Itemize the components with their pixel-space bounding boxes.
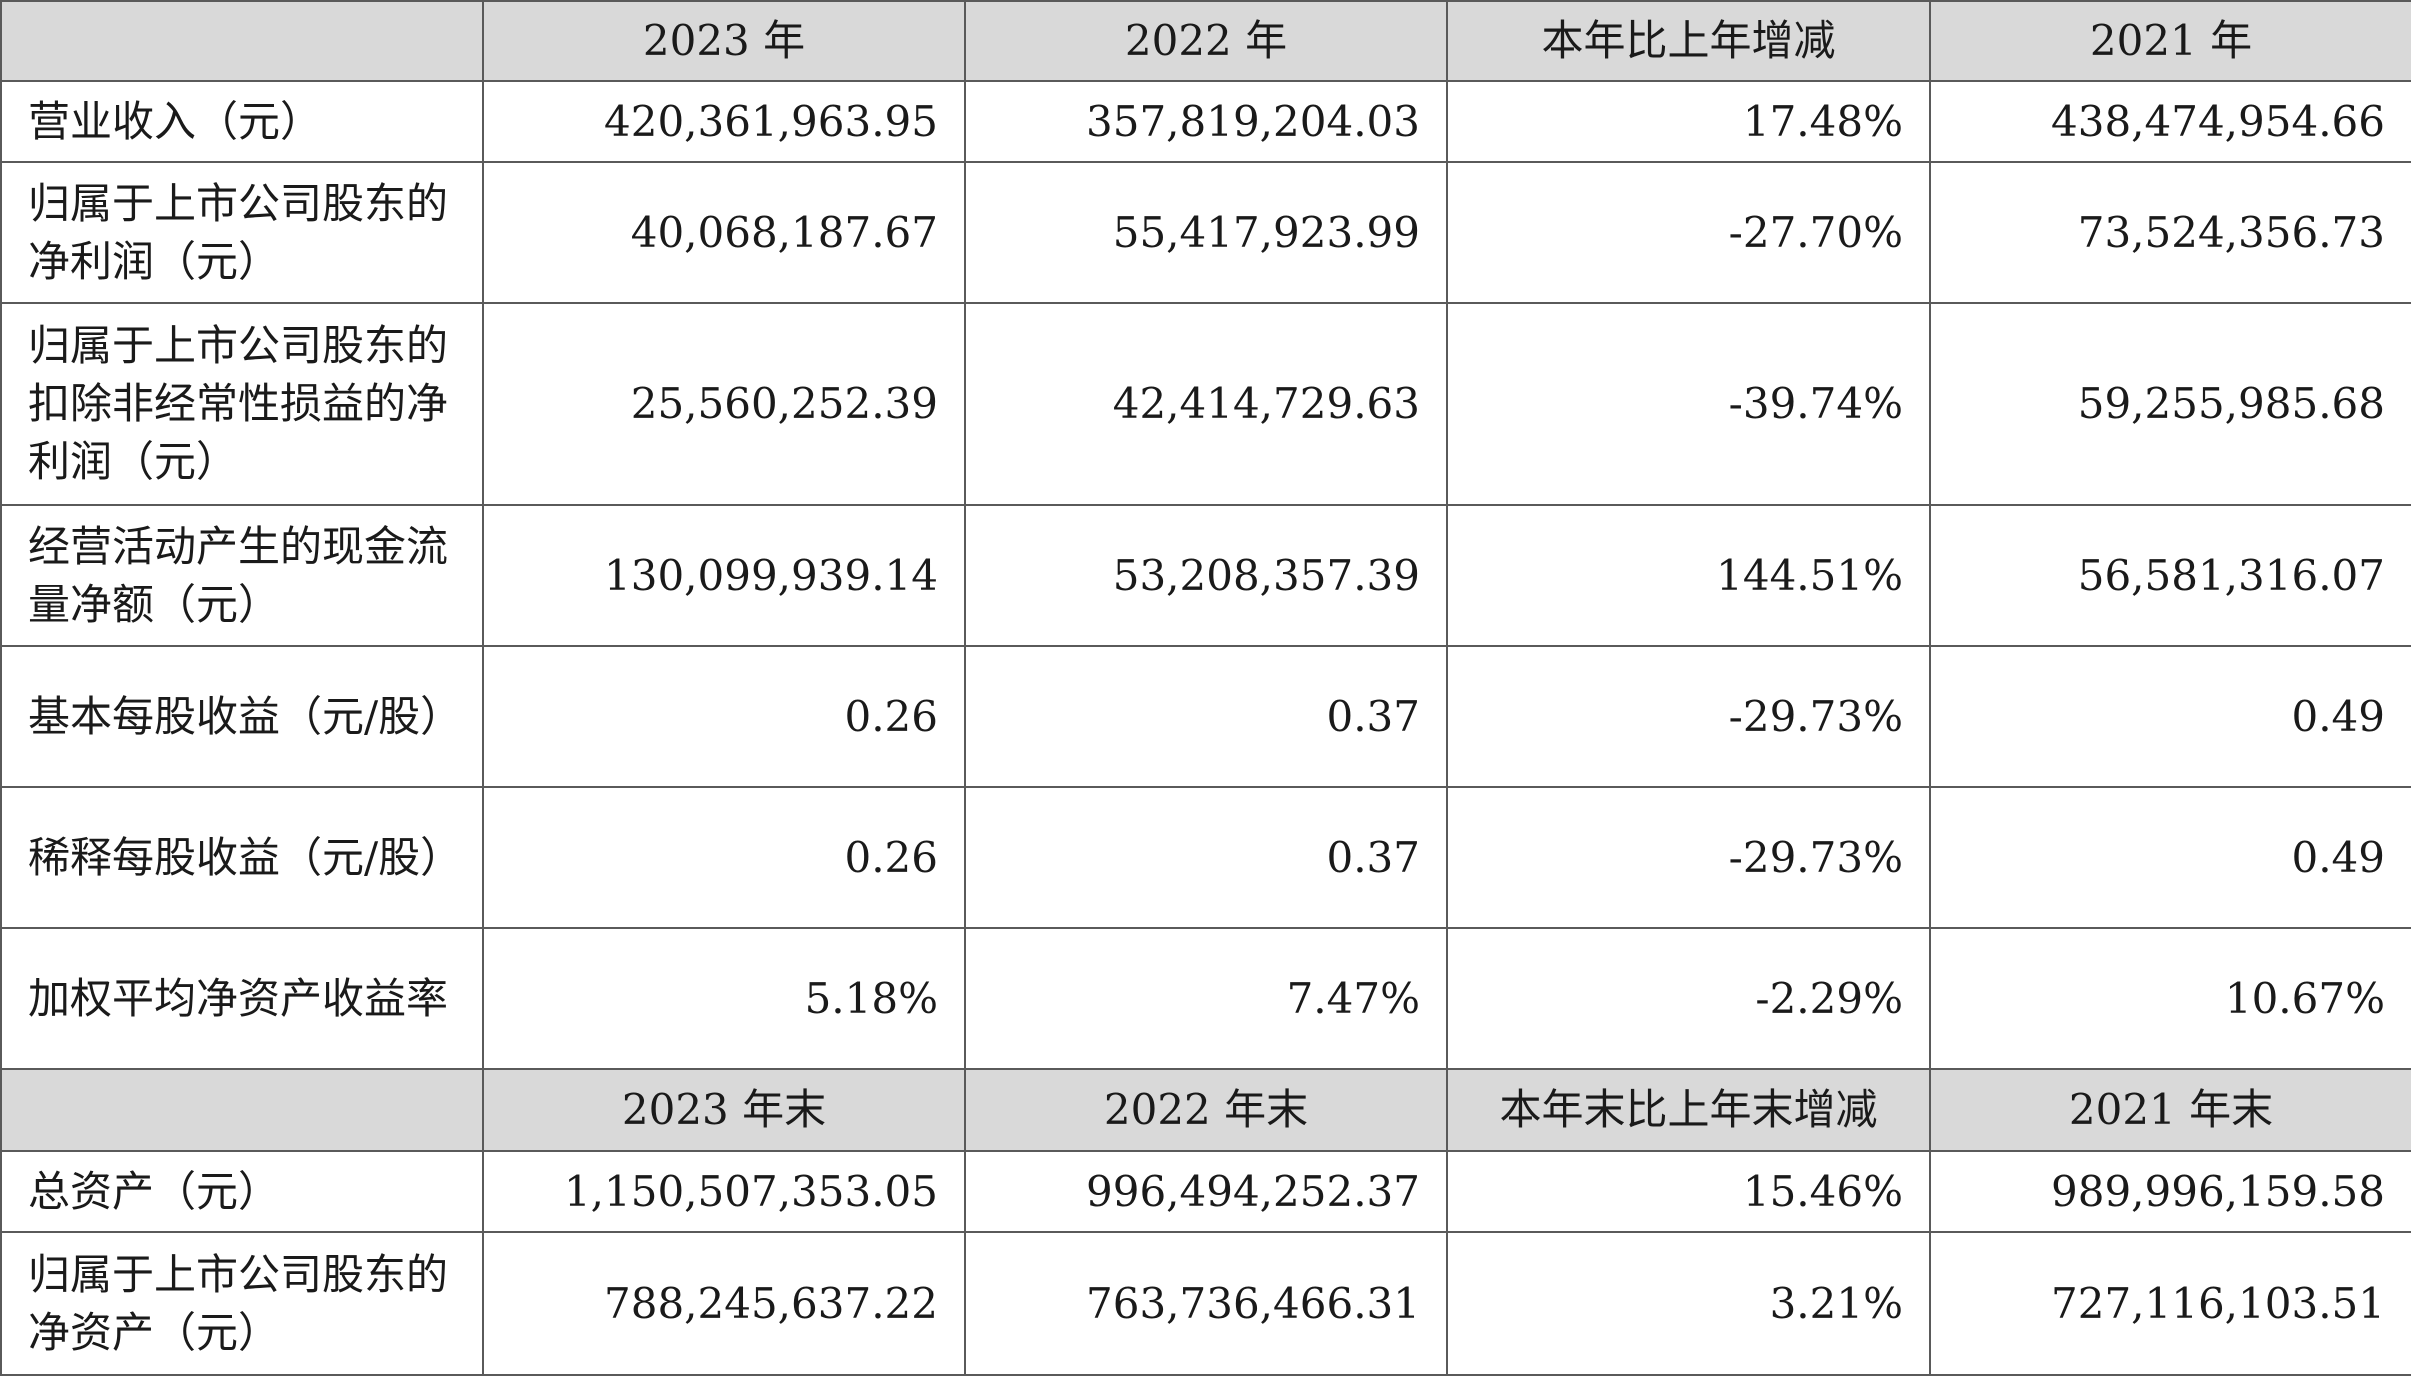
table-row: 归属于上市公司股东的扣除非经常性损益的净利润（元） 25,560,252.39 …	[0, 302, 2411, 506]
value-2021: 727,116,103.51	[1929, 1231, 2411, 1376]
row-label: 总资产（元）	[0, 1150, 484, 1233]
value-2023: 0.26	[482, 645, 966, 788]
value-change: -27.70%	[1446, 161, 1931, 304]
value-2022: 42,414,729.63	[964, 302, 1448, 506]
header-change-end: 本年末比上年末增减	[1446, 1068, 1931, 1152]
value-2021: 0.49	[1929, 645, 2411, 788]
header-2023: 2023 年	[482, 0, 966, 82]
value-change: -39.74%	[1446, 302, 1931, 506]
value-2023: 25,560,252.39	[482, 302, 966, 506]
header-2023-end: 2023 年末	[482, 1068, 966, 1152]
header-2021-end: 2021 年末	[1929, 1068, 2411, 1152]
table-row: 经营活动产生的现金流量净额（元） 130,099,939.14 53,208,3…	[0, 504, 2411, 647]
table-row: 归属于上市公司股东的净资产（元） 788,245,637.22 763,736,…	[0, 1231, 2411, 1376]
value-2023: 1,150,507,353.05	[482, 1150, 966, 1233]
row-label: 基本每股收益（元/股）	[0, 645, 484, 788]
value-2021: 73,524,356.73	[1929, 161, 2411, 304]
value-change: -29.73%	[1446, 786, 1931, 929]
row-label: 营业收入（元）	[0, 80, 484, 163]
header-corner-cell	[0, 1068, 484, 1152]
row-label: 归属于上市公司股东的净资产（元）	[0, 1231, 484, 1376]
value-2022: 55,417,923.99	[964, 161, 1448, 304]
row-label: 稀释每股收益（元/股）	[0, 786, 484, 929]
value-2021: 0.49	[1929, 786, 2411, 929]
header-2022-end: 2022 年末	[964, 1068, 1448, 1152]
value-2023: 130,099,939.14	[482, 504, 966, 647]
table-row: 基本每股收益（元/股） 0.26 0.37 -29.73% 0.49	[0, 645, 2411, 788]
value-change: 15.46%	[1446, 1150, 1931, 1233]
value-2023: 5.18%	[482, 927, 966, 1070]
value-change: -2.29%	[1446, 927, 1931, 1070]
value-2023: 0.26	[482, 786, 966, 929]
value-2022: 357,819,204.03	[964, 80, 1448, 163]
value-change: -29.73%	[1446, 645, 1931, 788]
value-2022: 996,494,252.37	[964, 1150, 1448, 1233]
value-change: 3.21%	[1446, 1231, 1931, 1376]
row-label: 加权平均净资产收益率	[0, 927, 484, 1070]
value-2021: 10.67%	[1929, 927, 2411, 1070]
value-2023: 788,245,637.22	[482, 1231, 966, 1376]
table-row: 加权平均净资产收益率 5.18% 7.47% -2.29% 10.67%	[0, 927, 2411, 1070]
value-2023: 420,361,963.95	[482, 80, 966, 163]
row-label: 归属于上市公司股东的净利润（元）	[0, 161, 484, 304]
table-row: 稀释每股收益（元/股） 0.26 0.37 -29.73% 0.49	[0, 786, 2411, 929]
value-change: 144.51%	[1446, 504, 1931, 647]
value-2022: 7.47%	[964, 927, 1448, 1070]
value-2023: 40,068,187.67	[482, 161, 966, 304]
header-2022: 2022 年	[964, 0, 1448, 82]
header-2021: 2021 年	[1929, 0, 2411, 82]
table-row: 归属于上市公司股东的净利润（元） 40,068,187.67 55,417,92…	[0, 161, 2411, 304]
value-2022: 763,736,466.31	[964, 1231, 1448, 1376]
value-change: 17.48%	[1446, 80, 1931, 163]
value-2021: 59,255,985.68	[1929, 302, 2411, 506]
header-row-annual: 2023 年 2022 年 本年比上年增减 2021 年	[0, 0, 2411, 82]
table-row: 总资产（元） 1,150,507,353.05 996,494,252.37 1…	[0, 1150, 2411, 1233]
header-row-year-end: 2023 年末 2022 年末 本年末比上年末增减 2021 年末	[0, 1068, 2411, 1152]
table-row: 营业收入（元） 420,361,963.95 357,819,204.03 17…	[0, 80, 2411, 163]
value-2022: 0.37	[964, 786, 1448, 929]
value-2021: 989,996,159.58	[1929, 1150, 2411, 1233]
value-2022: 53,208,357.39	[964, 504, 1448, 647]
row-label: 归属于上市公司股东的扣除非经常性损益的净利润（元）	[0, 302, 484, 506]
row-label: 经营活动产生的现金流量净额（元）	[0, 504, 484, 647]
value-2021: 56,581,316.07	[1929, 504, 2411, 647]
header-change: 本年比上年增减	[1446, 0, 1931, 82]
value-2022: 0.37	[964, 645, 1448, 788]
header-corner-cell	[0, 0, 484, 82]
value-2021: 438,474,954.66	[1929, 80, 2411, 163]
